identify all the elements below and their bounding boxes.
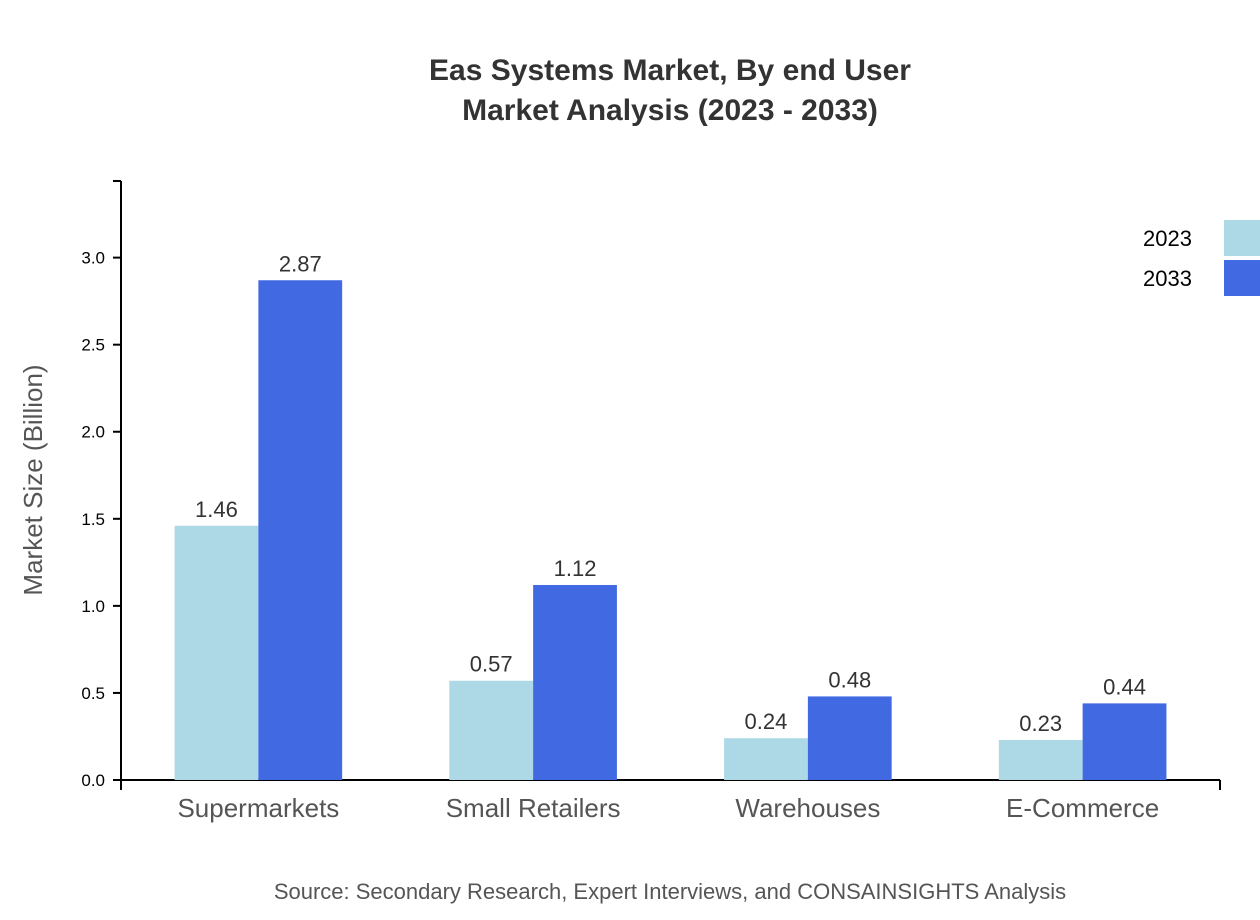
bar-2023: [998, 739, 1083, 780]
source-note: Source: Secondary Research, Expert Inter…: [274, 879, 1066, 904]
legend-swatch: [1224, 260, 1260, 296]
data-label: 1.46: [195, 497, 238, 522]
x-tick-label: Supermarkets: [177, 793, 339, 823]
x-tick-label: Warehouses: [735, 793, 880, 823]
legend-label: 2033: [1143, 266, 1192, 291]
bar-2033: [258, 280, 343, 780]
bar-2033: [807, 696, 892, 780]
data-label: 2.87: [279, 251, 322, 276]
bar-2023: [174, 525, 259, 780]
data-label: 0.44: [1103, 674, 1146, 699]
bar-2033: [533, 584, 617, 780]
bar-2023: [724, 738, 808, 780]
y-tick-label: 0.0: [81, 771, 105, 790]
bar-2023: [449, 680, 534, 780]
x-tick-label: Small Retailers: [446, 793, 621, 823]
y-tick-label: 1.0: [81, 597, 105, 616]
y-axis-label: Market Size (Billion): [18, 364, 48, 595]
y-tick-label: 1.5: [81, 510, 105, 529]
data-label: 1.12: [554, 556, 597, 581]
y-tick-label: 2.5: [81, 336, 105, 355]
data-label: 0.23: [1019, 711, 1062, 736]
data-label: 0.24: [745, 709, 788, 734]
data-label: 0.57: [470, 652, 513, 677]
y-tick-label: 0.5: [81, 684, 105, 703]
y-tick-label: 3.0: [81, 249, 105, 268]
chart-subtitle: Market Analysis (2023 - 2033): [462, 94, 878, 127]
bar-2033: [1082, 703, 1167, 780]
legend-label: 2023: [1143, 226, 1192, 251]
chart-title: Eas Systems Market, By end User: [429, 54, 911, 87]
legend-swatch: [1224, 220, 1260, 256]
y-tick-label: 2.0: [81, 423, 105, 442]
data-label: 0.48: [828, 667, 871, 692]
x-tick-label: E-Commerce: [1006, 793, 1159, 823]
